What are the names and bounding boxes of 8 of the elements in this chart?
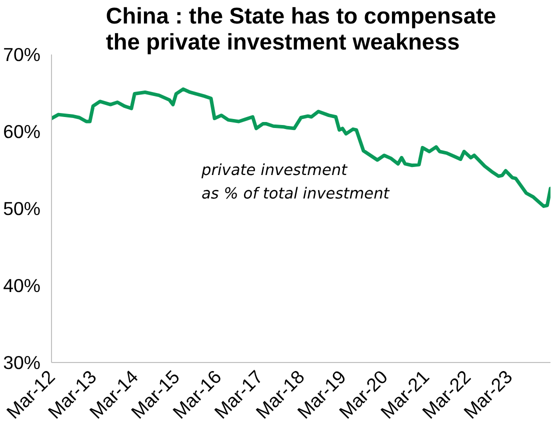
line-series <box>52 87 550 208</box>
y-tick-label: 30% <box>3 352 41 373</box>
y-tick-label: 40% <box>3 275 41 296</box>
y-tick-label: 70% <box>3 44 41 65</box>
annotation: private investment as % of total investment <box>200 161 390 202</box>
y-tick-label: 60% <box>3 121 41 142</box>
chart-title: China : the State has to compensate the private investment weakness <box>106 2 496 54</box>
y-tick-label: 50% <box>3 198 41 219</box>
